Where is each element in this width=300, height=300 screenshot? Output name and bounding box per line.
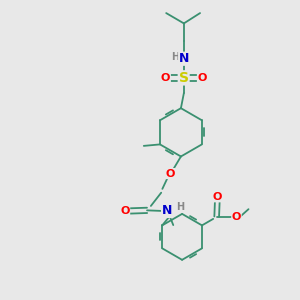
Text: O: O [232,212,241,221]
Text: N: N [179,52,189,65]
Text: O: O [120,206,130,216]
Text: N: N [162,205,172,218]
Text: O: O [166,169,175,178]
Text: O: O [197,73,207,83]
Text: H: H [176,202,184,212]
Text: H: H [171,52,179,62]
Text: O: O [161,73,170,83]
Text: O: O [213,192,222,202]
Text: S: S [179,71,189,85]
